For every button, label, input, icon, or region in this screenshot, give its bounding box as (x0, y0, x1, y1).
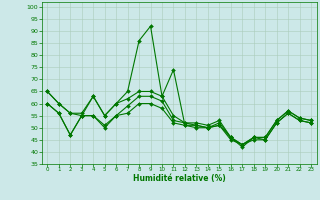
X-axis label: Humidité relative (%): Humidité relative (%) (133, 174, 226, 183)
